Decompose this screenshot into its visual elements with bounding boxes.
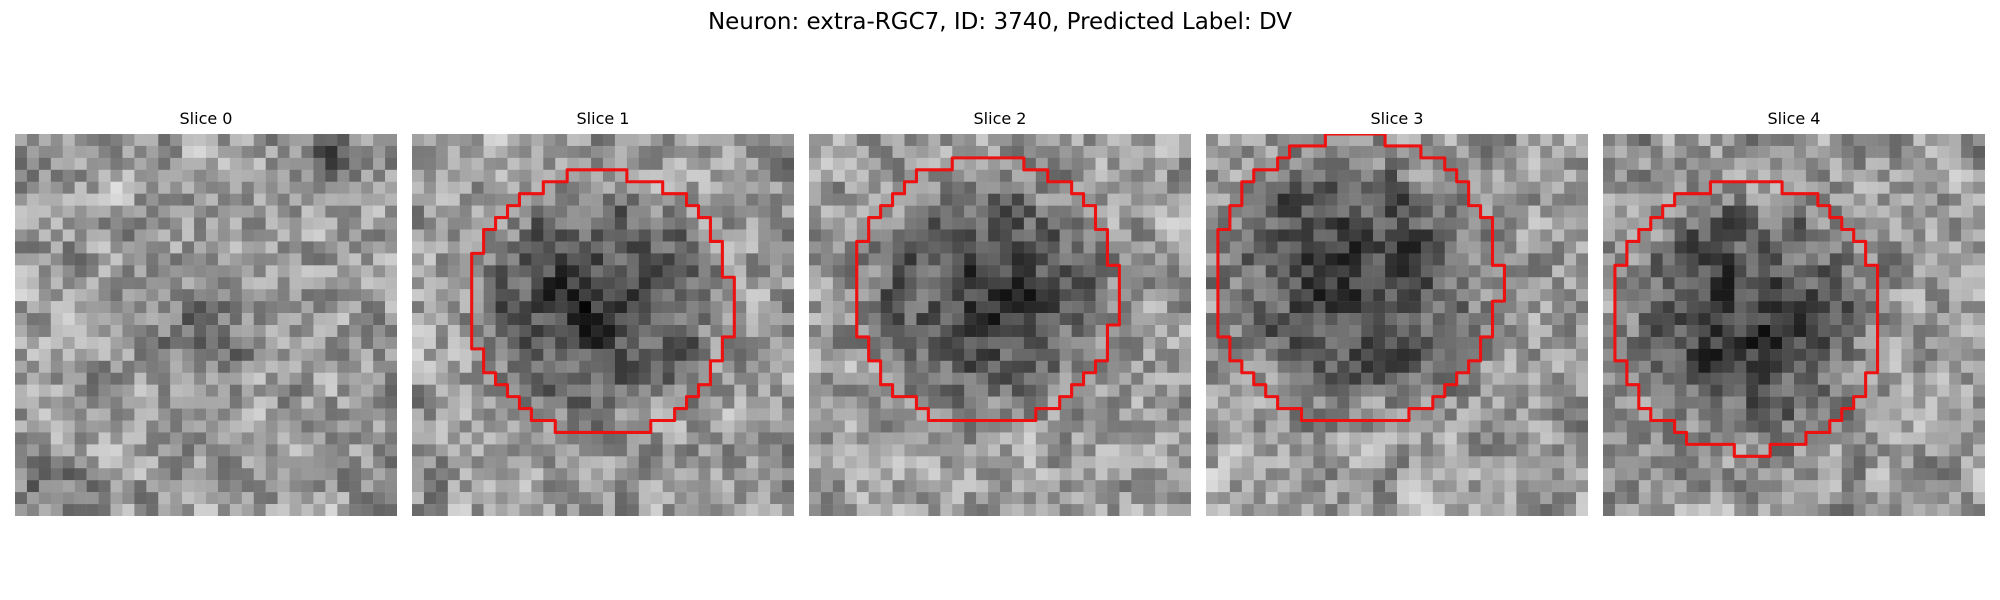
slice-image [412, 134, 794, 516]
segmentation-contour [1613, 180, 1880, 458]
figure-title: Neuron: extra-RGC7, ID: 3740, Predicted … [707, 9, 1293, 35]
segmentation-contour [855, 156, 1121, 423]
slice-title: Slice 2 [973, 109, 1027, 128]
slice-title: Slice 0 [179, 109, 233, 128]
segmentation-contour [470, 168, 736, 434]
slice-title: Slice 3 [1370, 109, 1424, 128]
slice-title: Slice 4 [1767, 109, 1821, 128]
slice-image [1603, 134, 1985, 516]
slice-title: Slice 1 [576, 109, 630, 128]
slice-image [1206, 134, 1588, 516]
segmentation-contour [1216, 134, 1506, 423]
slice-image [15, 134, 397, 516]
slice-image [809, 134, 1191, 516]
